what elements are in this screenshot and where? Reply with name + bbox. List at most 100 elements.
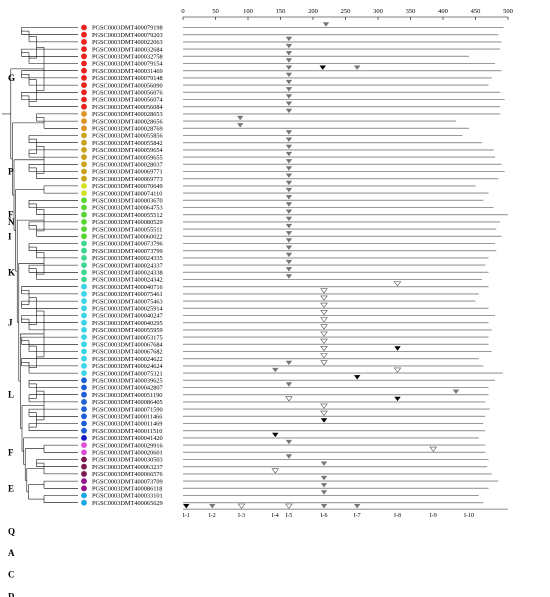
axis-tick-label: 350	[406, 8, 416, 15]
gene-id-label: PGSC0003DMT400063237	[92, 464, 163, 471]
intron-marker	[285, 87, 293, 92]
gene-id-label: PGSC0003DMT400060022	[92, 234, 163, 241]
intron-marker	[285, 65, 293, 70]
clade-dot	[81, 348, 87, 355]
clade-dot	[81, 269, 87, 276]
gene-id-label: PGSC0003DMT400040295	[92, 320, 163, 327]
clade-dot	[81, 183, 87, 189]
clade-dot	[81, 449, 87, 456]
gene-id-label: PGSC0003DMT400067682	[92, 349, 163, 356]
clade-dot	[81, 219, 87, 225]
clade-group-label: E	[8, 483, 14, 493]
gene-id-label: PGSC0003DMT400055511	[92, 226, 162, 233]
clade-dot	[81, 341, 87, 348]
intron-marker	[320, 302, 328, 309]
intron-label: I-3	[238, 513, 245, 519]
intron-marker	[320, 288, 328, 294]
phylogenetic-tree	[2, 27, 78, 503]
clade-group-label: A	[8, 548, 15, 558]
clade-dot	[81, 82, 87, 88]
intron-marker	[354, 375, 361, 380]
gene-id-label: PGSC0003DMT400079148	[92, 75, 163, 82]
intron-marker	[285, 274, 293, 279]
clade-dot	[81, 291, 87, 297]
intron-marker	[285, 137, 293, 142]
gene-id-label: PGSC0003DMT400056084	[92, 104, 164, 111]
clade-dot	[81, 492, 87, 499]
clade-dot	[81, 391, 87, 398]
clade-dot	[81, 363, 87, 369]
clade-dot	[81, 53, 87, 60]
clade-dot	[81, 327, 87, 333]
gene-id-label: PGSC0003DMT400011469	[92, 421, 162, 428]
intron-marker	[285, 209, 293, 214]
clade-dot	[81, 75, 87, 81]
intron-marker	[285, 216, 293, 222]
intron-marker	[237, 115, 244, 121]
gene-id-label: PGSC0003DMT400032684	[92, 46, 164, 53]
clade-dot	[81, 67, 87, 74]
gene-id-label: PGSC0003DMT400075463	[92, 298, 163, 305]
intron-label: I-9	[430, 513, 437, 519]
gene-id-label: PGSC0003DMT400031469	[92, 68, 163, 75]
intron-marker	[320, 418, 328, 423]
clade-dot	[81, 240, 87, 247]
intron-marker	[285, 252, 293, 258]
clade-dot	[81, 485, 87, 492]
clade-dot	[81, 132, 87, 139]
clade-dot	[81, 147, 87, 153]
intron-marker	[285, 245, 293, 250]
clade-dot	[81, 175, 87, 182]
gene-id-label: PGSC0003DMT400055856	[92, 133, 163, 140]
clade-dot	[81, 31, 87, 38]
intron-marker	[320, 353, 328, 359]
clade-dot	[81, 211, 87, 218]
gene-id-label: PGSC0003DMT400028656	[92, 118, 163, 125]
intron-label: I-5	[285, 513, 292, 519]
gene-id-label: PGSC0003DMT400069771	[92, 169, 163, 176]
gene-id-label: PGSC0003DMT400042807	[92, 385, 163, 392]
clade-dot	[81, 24, 87, 31]
gene-id-label: PGSC0003DMT400055842	[92, 140, 163, 147]
intron-label: I-6	[321, 513, 328, 519]
intron-marker	[285, 360, 293, 366]
intron-marker	[285, 180, 293, 186]
gene-id-label: PGSC0003DMT400069773	[92, 176, 163, 183]
clade-dot	[81, 226, 87, 233]
intron-marker	[320, 345, 328, 352]
intron-marker	[285, 195, 293, 200]
gene-structure-bars	[183, 22, 508, 504]
gene-id-label: PGSC0003DMT400080529	[92, 219, 163, 226]
axis-tick-label: 500	[503, 8, 513, 15]
gene-id-label: PGSC0003DMT400055512	[92, 212, 163, 219]
clade-dot	[81, 377, 87, 384]
gene-id-label: PGSC0003DMT400030503	[92, 457, 163, 464]
intron-marker	[285, 108, 293, 114]
axis-tick-label: 400	[438, 8, 448, 15]
intron-marker	[285, 454, 293, 459]
clade-dot	[81, 118, 87, 124]
gene-id-label: PGSC0003DMT400028653	[92, 111, 163, 118]
clade-group-label: F	[8, 447, 14, 457]
axis-tick-label: 200	[308, 8, 318, 15]
intron-marker	[285, 51, 293, 56]
intron-marker	[320, 331, 328, 337]
clade-dot	[81, 355, 87, 362]
clade-group-label: L	[8, 390, 14, 400]
gene-id-label: PGSC0003DMT400032758	[92, 54, 163, 61]
intron-marker	[285, 223, 293, 229]
intron-marker	[319, 65, 326, 70]
intron-marker	[285, 94, 293, 99]
gene-id-label: PGSC0003DMT400086405	[92, 399, 163, 406]
clade-dot	[81, 39, 87, 45]
gene-id-label: PGSC0003DMT400028769	[92, 126, 163, 133]
intron-marker	[320, 317, 328, 323]
clade-dot	[81, 161, 87, 168]
gene-id-label: PGSC0003DMT400079203	[92, 32, 163, 39]
clade-group-label: I	[8, 231, 12, 241]
intron-marker	[285, 259, 293, 265]
intron-marker	[285, 238, 293, 243]
gene-id-label: PGSC0003DMT400073796	[92, 241, 163, 248]
gene-id-label: PGSC0003DMT400020601	[92, 450, 163, 457]
